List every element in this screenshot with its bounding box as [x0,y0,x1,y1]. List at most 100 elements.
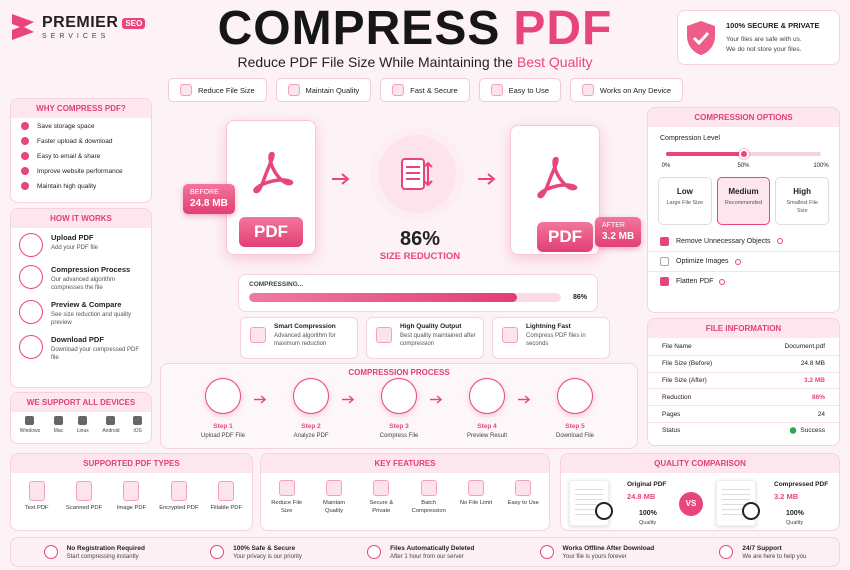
key-feature: Batch Compression [408,480,450,516]
logo-name: PREMIER [42,14,119,31]
how-step: Upload PDF Add your PDF file [11,228,151,260]
footer-item: Works Offline After Download Your file is… [539,545,655,560]
pdf-label: PDF [239,217,303,247]
process-step-label: Upload PDF File [200,433,245,439]
feature-label: No File Limit [459,500,493,506]
why-item: Maintain high quality [11,178,151,193]
info-row: Status Success [648,421,839,439]
step-title: Preview & Compare [51,300,122,310]
why-text: Maintain high quality [37,182,97,190]
footer-text: Works Offline After Download Your file is… [563,545,655,560]
subtitle: Reduce PDF File Size While Maintaining t… [190,54,640,70]
arrow [254,391,268,404]
security-text: 100% SECURE & PRIVATE Your files are safe… [726,21,820,55]
pdf-symbol [249,149,295,195]
footer-desc: Your file is yours forever [562,553,627,560]
quality-label: Original PDF [627,481,667,488]
how-step: Compression Process Our advanced algorith… [11,260,151,295]
vs-badge: VS [679,492,703,516]
footer-desc: Your privacy is our priority [233,553,302,560]
process-icon [557,378,593,414]
highlight-title: Smart Compression [274,323,336,330]
type-label: Fillable PDF [210,505,243,511]
step-text: Download PDF Download your compressed PDF… [51,335,143,362]
subtitle-accent: Best Quality [516,54,593,70]
footer-item: 100% Safe & Secure Your privacy is our pr… [210,545,302,560]
why-text: Easy to email & share [37,152,101,160]
features-list: Reduce File Size Maintain Quality Secure &… [261,473,549,523]
key-feature: Easy to Use [502,480,544,516]
footer-title: 100% Safe & Secure [233,544,296,552]
quality-size: 24.8 MB [627,492,656,501]
step-desc: Our advanced algorithm compresses the fi… [51,277,116,292]
footer-text: 24/7 Support We are here to help you [742,545,806,560]
footer-desc: After 1 hour from our server [390,553,464,560]
feature-icon [515,480,532,496]
footer-icon [719,545,734,559]
after-label: AFTER [602,222,625,229]
device: iOS [133,416,143,434]
device-label: iOS [133,428,142,434]
check-dot [21,182,29,190]
why-text: Faster upload & download [37,137,113,145]
why-item: Faster upload & download [11,133,151,148]
title-accent: PDF [513,2,613,55]
info-value: Success [790,427,825,435]
info-key: Status [662,427,681,435]
process-step-no: Step 4 [477,423,497,430]
step-icon [19,300,43,325]
step-text: Upload PDF Add your PDF file [51,233,98,252]
type-icon [28,481,45,501]
how-panel: HOW IT WORKS Upload PDF Add your PDF file C… [10,208,152,388]
subtitle-text: Reduce PDF File Size While Maintaining t… [237,54,513,70]
highlight-card: High Quality Output Best quality maintain… [366,317,484,359]
highlight-text: Lightning Fast Compress PDF files in seco… [526,323,604,348]
footer-icon [367,545,382,559]
security-line: Your files are safe with us. [726,35,802,43]
process-step-label: Analyze PDF [293,433,329,439]
footer-title: Files Automatically Deleted [390,544,475,552]
progress-value: 86% [572,294,587,301]
feature-label: Maintain Quality [323,500,345,514]
highlight-text: Smart Compression Advanced algorithm for … [274,323,352,348]
highlight-icon [376,327,392,343]
slider-fill [666,152,744,156]
check-dot [21,122,29,130]
tab-icon [392,84,405,96]
slider-tick-label: 0% [661,163,671,169]
feature-tab: Easy to Use [478,78,561,102]
info-key: File Size (After) [662,376,707,384]
shield-icon [684,19,718,57]
feature-label: Easy to Use [507,500,539,506]
info-dot [776,238,783,244]
info-value: Document.pdf [784,342,825,350]
progress-panel: COMPRESSING... 86% [238,274,598,312]
highlight-title: Lightning Fast [526,323,571,330]
options-panel: COMPRESSION OPTIONS Compression Level 0% 50… [647,107,840,313]
key-feature: No File Limit [455,480,497,516]
check-label: Remove Unnecessary Objects [676,237,771,245]
progress-fill [249,293,518,302]
pdf-type: Encrypted PDF [156,481,202,511]
info-row: File Name Document.pdf [648,338,839,355]
title-main: COMPRESS [217,2,501,55]
slider: 0% 50% 100% [662,149,829,173]
checkbox [660,257,669,266]
process-step-no: Step 2 [301,423,321,430]
security-box: 100% SECURE & PRIVATE Your files are safe… [677,10,840,65]
feature-tab: Fast & Secure [380,78,470,102]
preset: Low Large File Size [658,177,712,225]
quality-value-label: Quality [639,520,657,526]
quality-value: 100% [639,510,657,517]
before-size: 24.8 MB [190,198,228,210]
check-dot [21,137,29,145]
title: COMPRESS PDF [190,0,640,58]
step-icon [19,233,43,257]
feature-icon [373,480,390,496]
magnifier [595,502,613,520]
type-label: Text PDF [24,505,49,511]
footer-icon [210,545,225,559]
highlight-desc: Compress PDF files in seconds [526,333,586,348]
process-icon [205,378,241,414]
device-icon [106,416,116,425]
